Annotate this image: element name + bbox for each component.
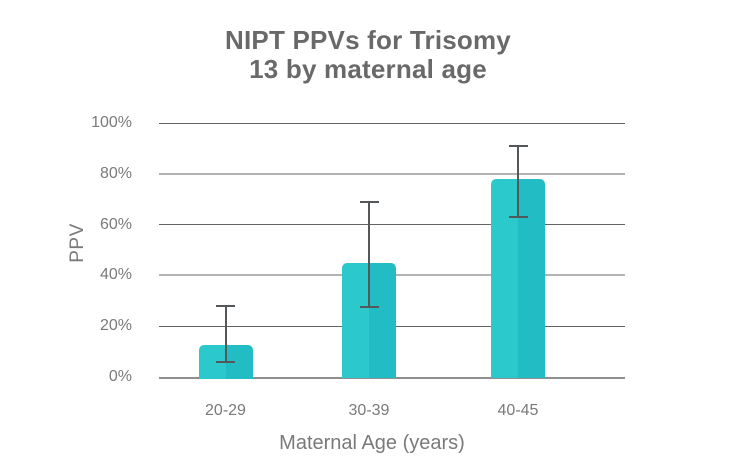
error-bar-cap-bottom bbox=[359, 306, 379, 309]
error-bar-cap-bottom bbox=[508, 215, 528, 218]
chart-title: NIPT PPVs for Trisomy 13 by maternal age bbox=[0, 26, 736, 84]
error-bar bbox=[517, 145, 519, 217]
gridline bbox=[159, 122, 625, 124]
x-tick-label: 30-39 bbox=[348, 402, 390, 419]
y-tick-label: 60% bbox=[99, 215, 132, 233]
x-tick-label: 20-29 bbox=[205, 402, 246, 419]
y-tick-label: 100% bbox=[91, 114, 132, 131]
y-tick-label: 80% bbox=[99, 164, 132, 182]
error-bar-cap-top bbox=[359, 200, 379, 203]
y-tick-label: 0% bbox=[108, 368, 132, 385]
y-tick-label: 20% bbox=[99, 317, 132, 335]
error-bar-cap-top bbox=[508, 144, 528, 147]
error-bar-cap-bottom bbox=[216, 360, 235, 363]
gridline bbox=[159, 172, 625, 175]
gridline bbox=[159, 224, 625, 226]
x-axis-title: Maternal Age (years) bbox=[279, 432, 465, 454]
error-bar-cap-top bbox=[216, 304, 235, 307]
chart-title-line-1: NIPT PPVs for Trisomy bbox=[225, 25, 511, 55]
y-tick-label: 40% bbox=[99, 266, 132, 284]
error-bar bbox=[224, 305, 227, 362]
error-bar bbox=[368, 201, 370, 308]
x-tick-label: 40-45 bbox=[497, 402, 539, 419]
chart-title-line-2: 13 by maternal age bbox=[249, 54, 487, 84]
